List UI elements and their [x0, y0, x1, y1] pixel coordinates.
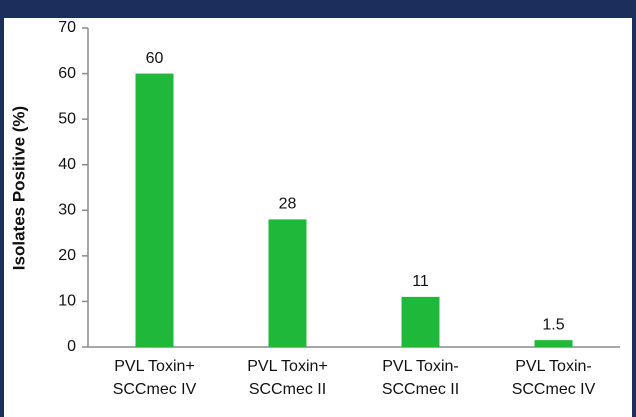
- data-label: 28: [279, 196, 297, 213]
- x-tick-label: PVL Toxin-SCCmec II: [382, 358, 459, 398]
- right-border: [632, 0, 636, 417]
- data-label: 1.5: [542, 316, 564, 333]
- y-tick-label: 20: [58, 247, 76, 264]
- left-border: [0, 0, 4, 417]
- y-tick-label: 50: [58, 110, 76, 127]
- top-band: [0, 0, 636, 18]
- bar: [268, 219, 307, 347]
- bar: [401, 296, 440, 347]
- bar: [534, 340, 573, 347]
- data-label: 60: [146, 50, 164, 67]
- data-label: 11: [412, 273, 429, 290]
- y-tick-label: 60: [58, 65, 76, 82]
- y-tick-label: 40: [58, 156, 76, 173]
- y-tick-label: 30: [58, 202, 76, 219]
- bar: [135, 73, 174, 348]
- y-tick-label: 10: [58, 293, 76, 310]
- x-tick-label: PVL Toxin-SCCmec IV: [512, 358, 596, 398]
- y-axis-label: Isolates Positive (%): [9, 106, 28, 270]
- x-tick-label: PVL Toxin+ SCCmec IV: [113, 358, 197, 398]
- y-tick-label: 0: [67, 338, 76, 355]
- x-tick-label: PVL Toxin+ SCCmec II: [247, 358, 328, 398]
- y-tick-label: 70: [58, 19, 76, 36]
